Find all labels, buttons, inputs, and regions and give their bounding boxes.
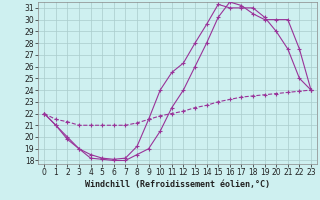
X-axis label: Windchill (Refroidissement éolien,°C): Windchill (Refroidissement éolien,°C) — [85, 180, 270, 189]
